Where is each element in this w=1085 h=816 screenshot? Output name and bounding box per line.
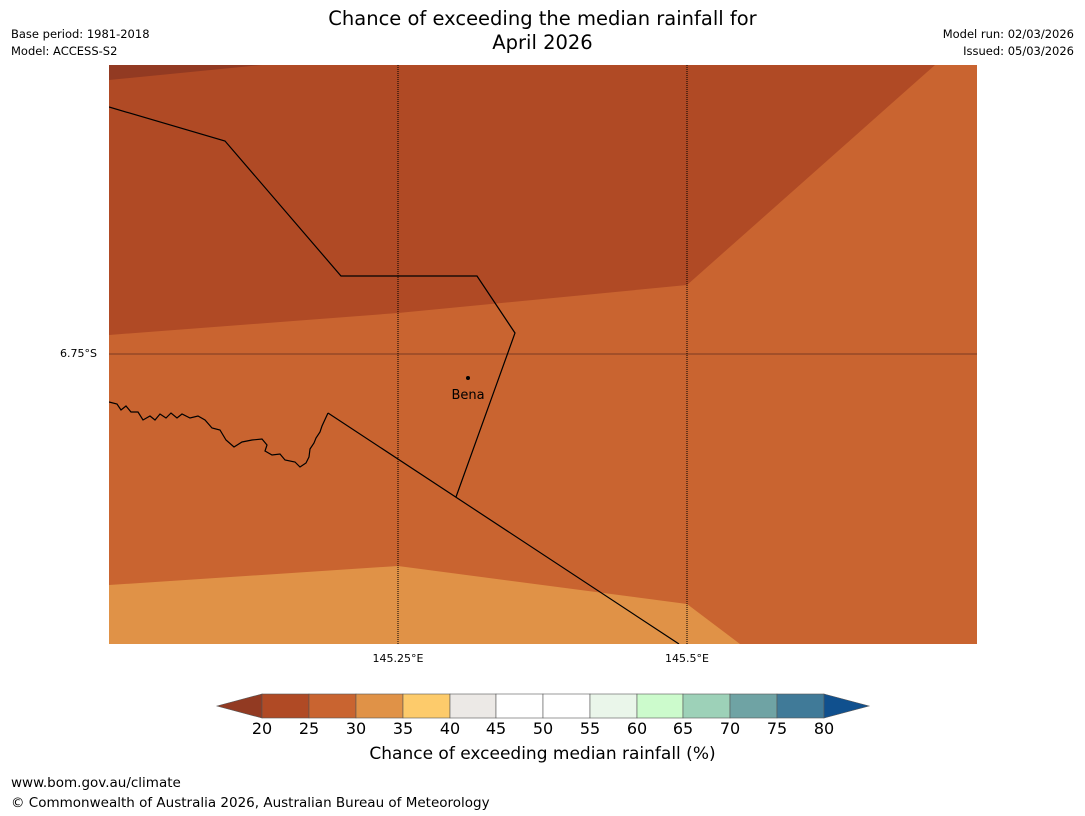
colorbar-tick: 40 — [439, 719, 461, 738]
colorbar-bin-25-30 — [308, 693, 357, 719]
colorbar-bin-50-55 — [542, 693, 591, 719]
colorbar-tick: 20 — [251, 719, 273, 738]
colorbar-tick: 25 — [298, 719, 320, 738]
coastline — [109, 401, 329, 468]
colorbar-bin-65-70 — [682, 693, 731, 719]
colorbar-tick: 50 — [532, 719, 554, 738]
band-below-20 — [109, 65, 262, 80]
colorbar-tick: 60 — [626, 719, 648, 738]
colorbar-bin-20-25 — [261, 693, 310, 719]
colorbar-bin-60-65 — [636, 693, 684, 719]
band-30-35 — [109, 566, 740, 644]
run-info: Model run: 02/03/2026 Issued: 05/03/2026 — [943, 26, 1074, 60]
base-period-text: Base period: 1981-2018 — [11, 27, 150, 41]
colorbar-bin-35-40 — [402, 693, 451, 719]
colorbar-tick: 65 — [672, 719, 694, 738]
issued-text: Issued: 05/03/2026 — [963, 44, 1074, 58]
chart-title: Chance of exceeding the median rainfall … — [0, 7, 1085, 55]
colorbar-arrow-right — [823, 693, 871, 719]
band-20-25 — [109, 65, 935, 335]
footer-copyright: © Commonwealth of Australia 2026, Austra… — [11, 795, 490, 811]
model-text: Model: ACCESS-S2 — [11, 44, 118, 58]
colorbar-tick: 75 — [766, 719, 788, 738]
model-run-text: Model run: 02/03/2026 — [942, 27, 1074, 41]
colorbar-bin-30-35 — [355, 693, 404, 719]
model-info: Base period: 1981-2018 Model: ACCESS-S2 — [11, 26, 150, 60]
district-boundary-north — [109, 106, 516, 498]
colorbar-bin-45-50 — [495, 693, 544, 719]
colorbar-title: Chance of exceeding median rainfall (%) — [369, 744, 716, 764]
colorbar-bin-40-45 — [449, 693, 497, 719]
colorbar-tick: 45 — [485, 719, 507, 738]
colorbar-tick: 30 — [345, 719, 367, 738]
colorbar-tick: 80 — [813, 719, 835, 738]
colorbar-bin-70-75 — [729, 693, 778, 719]
colorbar-bin-75-80 — [776, 693, 825, 719]
colorbar-tick: 35 — [392, 719, 414, 738]
footer-url[interactable]: www.bom.gov.au/climate — [11, 775, 181, 791]
place-label-bena: Bena — [451, 388, 485, 403]
colorbar-arrow-left — [215, 693, 263, 719]
title-line-2: April 2026 — [492, 31, 593, 54]
district-boundary-south — [327, 412, 680, 644]
colorbar — [215, 693, 871, 719]
longitude-label-1: 145.25°E — [372, 652, 424, 665]
colorbar-bin-55-60 — [589, 693, 638, 719]
title-line-1: Chance of exceeding the median rainfall … — [328, 7, 757, 30]
bena-marker — [466, 376, 470, 380]
colorbar-tick: 55 — [579, 719, 601, 738]
latitude-label: 6.75°S — [60, 347, 97, 360]
longitude-label-2: 145.5°E — [665, 652, 709, 665]
colorbar-tick: 70 — [719, 719, 741, 738]
